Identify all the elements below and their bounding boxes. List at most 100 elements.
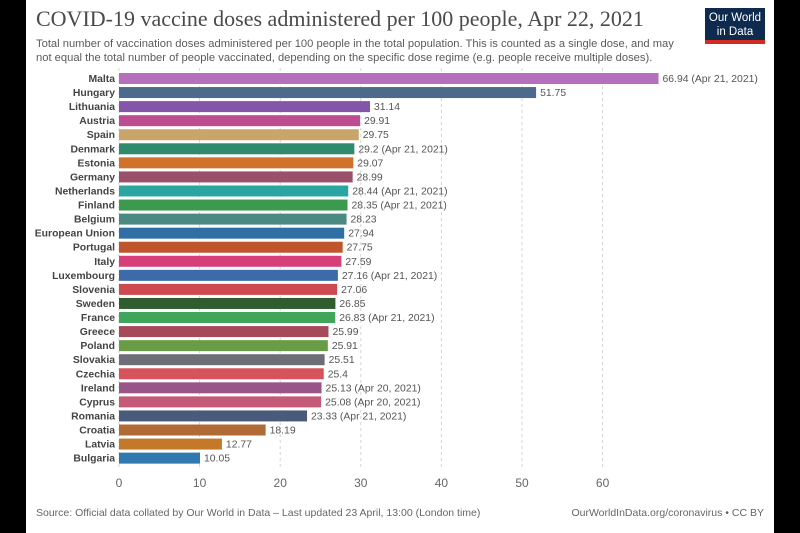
value-label: 27.59 bbox=[345, 257, 371, 268]
bar[interactable] bbox=[119, 283, 338, 295]
x-tick-label: 0 bbox=[116, 476, 123, 490]
bar[interactable] bbox=[119, 143, 355, 155]
value-label: 26.85 bbox=[339, 299, 365, 310]
value-label: 25.51 bbox=[329, 355, 355, 366]
x-tick-label: 10 bbox=[193, 476, 207, 490]
chart-title: COVID-19 vaccine doses administered per … bbox=[36, 6, 644, 31]
value-label: 29.2 (Apr 21, 2021) bbox=[358, 144, 448, 155]
bar[interactable] bbox=[119, 424, 266, 436]
value-label: 25.08 (Apr 20, 2021) bbox=[325, 397, 420, 408]
value-label: 66.94 (Apr 21, 2021) bbox=[663, 74, 758, 85]
value-label: 28.23 bbox=[351, 215, 377, 226]
category-label: Slovenia bbox=[72, 285, 115, 296]
owid-logo[interactable]: Our World in Data bbox=[705, 8, 765, 44]
category-label: Germany bbox=[70, 172, 115, 183]
value-label: 23.33 (Apr 21, 2021) bbox=[311, 411, 406, 422]
bar-chart: 0 10 20 30 40 50 60 Malta 66.94 (Apr 21, 2021) Hu… bbox=[35, 68, 758, 490]
chart-subtitle: Total number of vaccination doses admini… bbox=[36, 38, 674, 64]
value-label: 10.05 bbox=[204, 454, 230, 465]
category-label: Czechia bbox=[76, 369, 115, 380]
category-label: Portugal bbox=[73, 243, 115, 254]
source-note: Source: Official data collated by Our Wo… bbox=[36, 507, 481, 519]
value-label: 12.77 bbox=[226, 440, 252, 451]
category-label: France bbox=[81, 313, 115, 324]
bar[interactable] bbox=[119, 199, 348, 211]
value-label: 26.83 (Apr 21, 2021) bbox=[339, 313, 434, 324]
logo-line-1: Our World bbox=[708, 12, 762, 24]
category-label: Croatia bbox=[79, 426, 115, 437]
bar[interactable] bbox=[119, 185, 349, 197]
category-label: Latvia bbox=[85, 440, 115, 451]
bar[interactable] bbox=[119, 129, 359, 141]
category-label: Sweden bbox=[76, 299, 115, 310]
value-label: 27.06 bbox=[341, 285, 367, 296]
bar[interactable] bbox=[119, 255, 342, 267]
value-label: 28.35 (Apr 21, 2021) bbox=[352, 201, 447, 212]
value-label: 28.99 bbox=[357, 172, 383, 183]
bar[interactable] bbox=[119, 297, 336, 309]
bar[interactable] bbox=[119, 115, 361, 127]
x-tick-label: 60 bbox=[596, 476, 610, 490]
category-label: Slovakia bbox=[73, 355, 115, 366]
value-label: 28.44 (Apr 21, 2021) bbox=[352, 186, 447, 197]
x-tick-label: 30 bbox=[354, 476, 368, 490]
bar[interactable] bbox=[119, 157, 354, 169]
category-label: Lithuania bbox=[69, 102, 115, 113]
category-label: Ireland bbox=[81, 383, 115, 394]
bar[interactable] bbox=[119, 340, 328, 352]
category-label: Austria bbox=[79, 116, 115, 127]
bar[interactable] bbox=[119, 354, 325, 366]
category-label: Poland bbox=[80, 341, 115, 352]
bar[interactable] bbox=[119, 171, 353, 183]
bar[interactable] bbox=[119, 269, 338, 281]
category-label: Hungary bbox=[73, 88, 115, 99]
bar[interactable] bbox=[119, 73, 659, 84]
value-label: 29.75 bbox=[363, 130, 389, 141]
value-label: 25.4 bbox=[328, 369, 348, 380]
value-label: 27.16 (Apr 21, 2021) bbox=[342, 271, 437, 282]
category-label: Romania bbox=[71, 411, 115, 422]
category-label: European Union bbox=[35, 229, 115, 240]
category-label: Estonia bbox=[77, 158, 115, 169]
category-label: Finland bbox=[78, 201, 115, 212]
chart-card: COVID-19 vaccine doses administered per … bbox=[26, 0, 774, 533]
category-label: Malta bbox=[88, 74, 115, 85]
bar[interactable] bbox=[119, 452, 201, 464]
value-label: 51.75 bbox=[540, 88, 566, 99]
value-label: 27.94 bbox=[348, 229, 374, 240]
x-tick-label: 20 bbox=[274, 476, 288, 490]
value-label: 18.19 bbox=[270, 426, 296, 437]
bar[interactable] bbox=[119, 312, 336, 324]
bar[interactable] bbox=[119, 410, 308, 422]
value-label: 27.75 bbox=[347, 243, 373, 254]
bar[interactable] bbox=[119, 213, 347, 225]
value-label: 31.14 bbox=[374, 102, 400, 113]
category-label: Greece bbox=[80, 327, 115, 338]
x-tick-label: 40 bbox=[435, 476, 449, 490]
logo-line-2: in Data bbox=[716, 26, 754, 38]
value-label: 29.91 bbox=[364, 116, 390, 127]
category-label: Cyprus bbox=[79, 397, 115, 408]
bar[interactable] bbox=[119, 101, 370, 113]
bar[interactable] bbox=[119, 87, 537, 99]
value-label: 29.07 bbox=[357, 158, 383, 169]
category-label: Italy bbox=[94, 257, 115, 268]
bar[interactable] bbox=[119, 368, 324, 380]
bar[interactable] bbox=[119, 326, 329, 338]
value-label: 25.91 bbox=[332, 341, 358, 352]
bar[interactable] bbox=[119, 227, 345, 239]
category-label: Netherlands bbox=[55, 186, 115, 197]
bar[interactable] bbox=[119, 382, 322, 394]
x-tick-label: 50 bbox=[515, 476, 529, 490]
bar[interactable] bbox=[119, 438, 222, 450]
category-label: Belgium bbox=[74, 215, 115, 226]
value-label: 25.99 bbox=[332, 327, 358, 338]
bar[interactable] bbox=[119, 241, 343, 253]
site-credit[interactable]: OurWorldInData.org/coronavirus • CC BY bbox=[571, 507, 764, 519]
category-label: Denmark bbox=[71, 144, 116, 155]
category-label: Bulgaria bbox=[73, 454, 115, 465]
category-label: Luxembourg bbox=[52, 271, 115, 282]
category-label: Spain bbox=[87, 130, 115, 141]
value-label: 25.13 (Apr 20, 2021) bbox=[326, 383, 421, 394]
bar[interactable] bbox=[119, 396, 322, 408]
